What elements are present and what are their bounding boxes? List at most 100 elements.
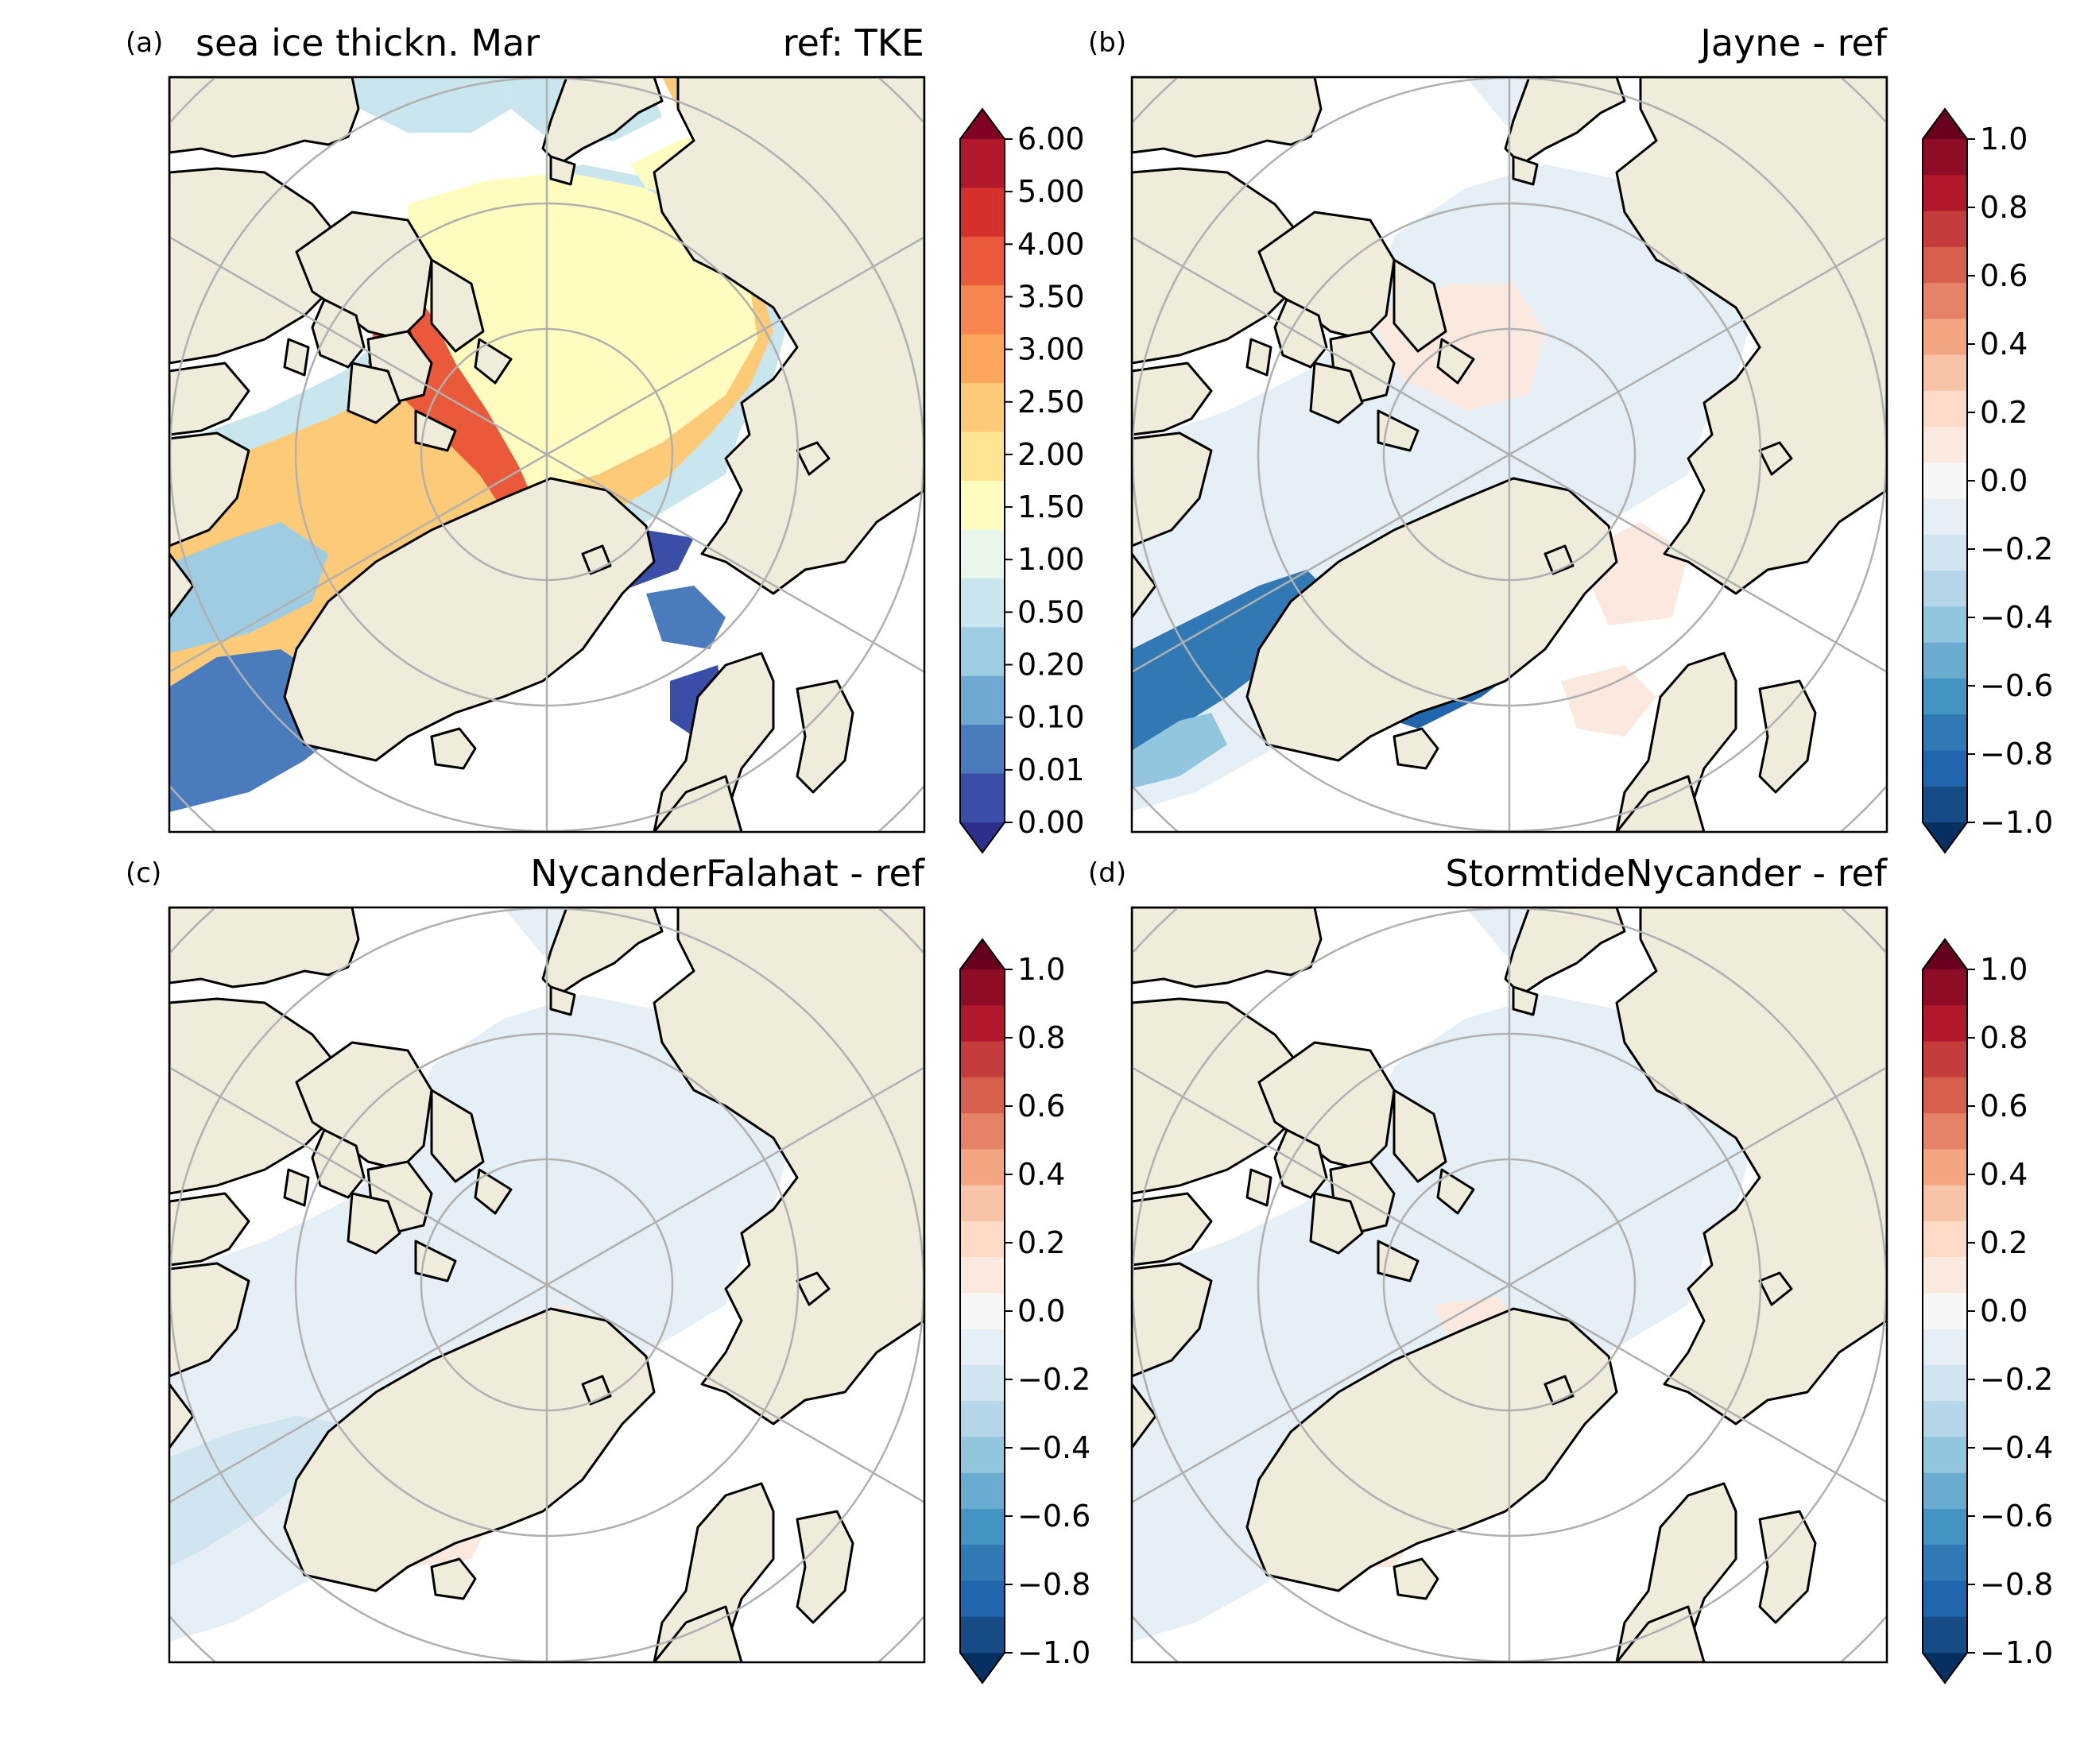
- colorbar-band: [1923, 606, 1967, 644]
- colorbar-band: [960, 1293, 1005, 1330]
- colorbar-tick-label: −0.8: [1017, 1567, 1090, 1602]
- colorbar-tick-label: −1.0: [1017, 1635, 1090, 1670]
- colorbar-band: [960, 1220, 1005, 1258]
- colorbar-band: [1923, 786, 1967, 823]
- colorbar-band: [960, 383, 1005, 433]
- colorbar-extend-max: [960, 109, 1005, 139]
- colorbar-extend-min: [1923, 822, 1967, 853]
- panel-c: (c) NycanderFalahat - ref 1.0 0.8 0.6 0.4 0.…: [126, 852, 1090, 1685]
- panel-b: (b) Jayne - ref 1.0 0.8 0.6 0.4 0.2 0.0 −0.2 −0…: [1088, 21, 2053, 854]
- colorbar-band: [1923, 1545, 1967, 1582]
- colorbar-band: [960, 285, 1005, 335]
- colorbar-band: [1923, 354, 1967, 392]
- colorbar-band: [960, 139, 1005, 189]
- colorbar-tick-label: 1.0: [1980, 952, 2028, 987]
- colorbar-band: [1923, 1580, 1967, 1618]
- colorbar-tick-label: 0.4: [1980, 1157, 2028, 1192]
- colorbar-d: 1.0 0.8 0.6 0.4 0.2 0.0 −0.2 −0.4 −0.6 −0.8 −1.0: [1922, 938, 2053, 1685]
- colorbar-c: 1.0 0.8 0.6 0.4 0.2 0.0 −0.2 −0.4 −0.6 −0.8 −1.0: [959, 938, 1090, 1685]
- colorbar-tick-label: −1.0: [1980, 805, 2053, 840]
- colorbar-band: [960, 529, 1005, 579]
- colorbar-band: [1923, 246, 1967, 284]
- colorbar-band: [960, 1508, 1005, 1545]
- colorbar-tick-label: 0.50: [1017, 594, 1085, 629]
- colorbar-tick-label: −0.2: [1980, 1362, 2053, 1397]
- colorbar-band: [1923, 534, 1967, 571]
- colorbar-tick-label: 0.01: [1017, 752, 1085, 787]
- colorbar-band: [1923, 1041, 1967, 1078]
- colorbar-extend-min: [960, 822, 1005, 853]
- colorbar-extend-max: [960, 939, 1005, 969]
- colorbar-band: [960, 1149, 1005, 1186]
- colorbar-band: [960, 1329, 1005, 1366]
- colorbar-band: [1923, 1508, 1967, 1545]
- colorbar-band: [960, 1472, 1005, 1510]
- colorbar-band: [1923, 1437, 1967, 1474]
- colorbar-band: [1923, 1293, 1967, 1330]
- colorbar-tick-label: −0.8: [1980, 1567, 2053, 1602]
- colorbar-tick-label: −0.4: [1980, 600, 2053, 635]
- map-b: [1130, 75, 1888, 834]
- colorbar-band: [1923, 139, 1967, 176]
- colorbar-band: [1923, 283, 1967, 319]
- colorbar-tick-label: 4.00: [1017, 226, 1085, 261]
- colorbar-tick-label: −0.2: [1980, 532, 2053, 567]
- colorbar-band: [1923, 1401, 1967, 1438]
- colorbar-band: [1923, 211, 1967, 248]
- colorbar-tick-label: 0.8: [1980, 1020, 2028, 1055]
- colorbar-band: [1923, 498, 1967, 536]
- colorbar-band: [960, 725, 1005, 775]
- colorbar-band: [960, 1401, 1005, 1438]
- colorbar-band: [1923, 571, 1967, 608]
- colorbar-tick-label: 0.0: [1017, 1294, 1065, 1329]
- colorbar-band: [1923, 1220, 1967, 1258]
- colorbar-band: [1923, 969, 1967, 1006]
- map-a: [168, 75, 926, 834]
- map-frame: [1130, 906, 1888, 1664]
- colorbar-tick-label: 3.00: [1017, 332, 1085, 367]
- colorbar-band: [960, 1616, 1005, 1654]
- colorbar-band: [1923, 427, 1967, 463]
- colorbar-extend-min: [1923, 1653, 1967, 1683]
- colorbar-tick-label: 0.4: [1980, 327, 2028, 362]
- colorbar-band: [1923, 1257, 1967, 1294]
- colorbar-band: [1923, 175, 1967, 212]
- map-c: [168, 906, 926, 1664]
- colorbar-tick-label: 1.0: [1017, 952, 1065, 987]
- colorbar-tick-label: −0.6: [1017, 1499, 1090, 1534]
- panel-title-right: Jayne - ref: [1698, 21, 1888, 64]
- colorbar-band: [960, 1257, 1005, 1294]
- colorbar-tick-label: −1.0: [1980, 1635, 2053, 1670]
- colorbar-band: [1923, 1364, 1967, 1402]
- map-d: [1130, 906, 1888, 1664]
- panel-letter: (d): [1088, 857, 1126, 889]
- colorbar-tick-label: 0.20: [1017, 648, 1085, 683]
- colorbar-band: [960, 188, 1005, 238]
- colorbar-tick-label: 0.6: [1017, 1089, 1065, 1124]
- panel-title-right: ref: TKE: [783, 21, 924, 64]
- colorbar-tick-label: −0.2: [1017, 1362, 1090, 1397]
- colorbar-tick-label: 0.2: [1980, 395, 2028, 430]
- colorbar-band: [1923, 390, 1967, 427]
- panel-letter: (c): [126, 857, 161, 889]
- colorbar-band: [960, 1580, 1005, 1618]
- colorbar-tick-label: 3.50: [1017, 279, 1085, 314]
- colorbar-tick-label: 0.6: [1980, 258, 2028, 293]
- map-frame: [168, 75, 926, 834]
- colorbar-band: [960, 1005, 1005, 1043]
- colorbar-band: [1923, 1005, 1967, 1043]
- colorbar-tick-label: 0.2: [1980, 1225, 2028, 1260]
- colorbar-tick-label: 2.50: [1017, 385, 1085, 420]
- colorbar-tick-label: 0.6: [1980, 1089, 2028, 1124]
- colorbar-band: [1923, 714, 1967, 752]
- panel-letter: (b): [1088, 27, 1126, 59]
- panel-d: (d) StormtideNycander - ref 1.0 0.8 0.6 0.4…: [1088, 852, 2053, 1685]
- colorbar-tick-label: 0.8: [1017, 1020, 1065, 1055]
- colorbar-band: [1923, 462, 1967, 500]
- colorbar-tick-label: 1.50: [1017, 489, 1085, 524]
- colorbar-band: [960, 578, 1005, 628]
- colorbar-tick-label: 1.00: [1017, 542, 1085, 577]
- colorbar-band: [960, 675, 1005, 725]
- panel-title-right: StormtideNycander - ref: [1445, 852, 1888, 895]
